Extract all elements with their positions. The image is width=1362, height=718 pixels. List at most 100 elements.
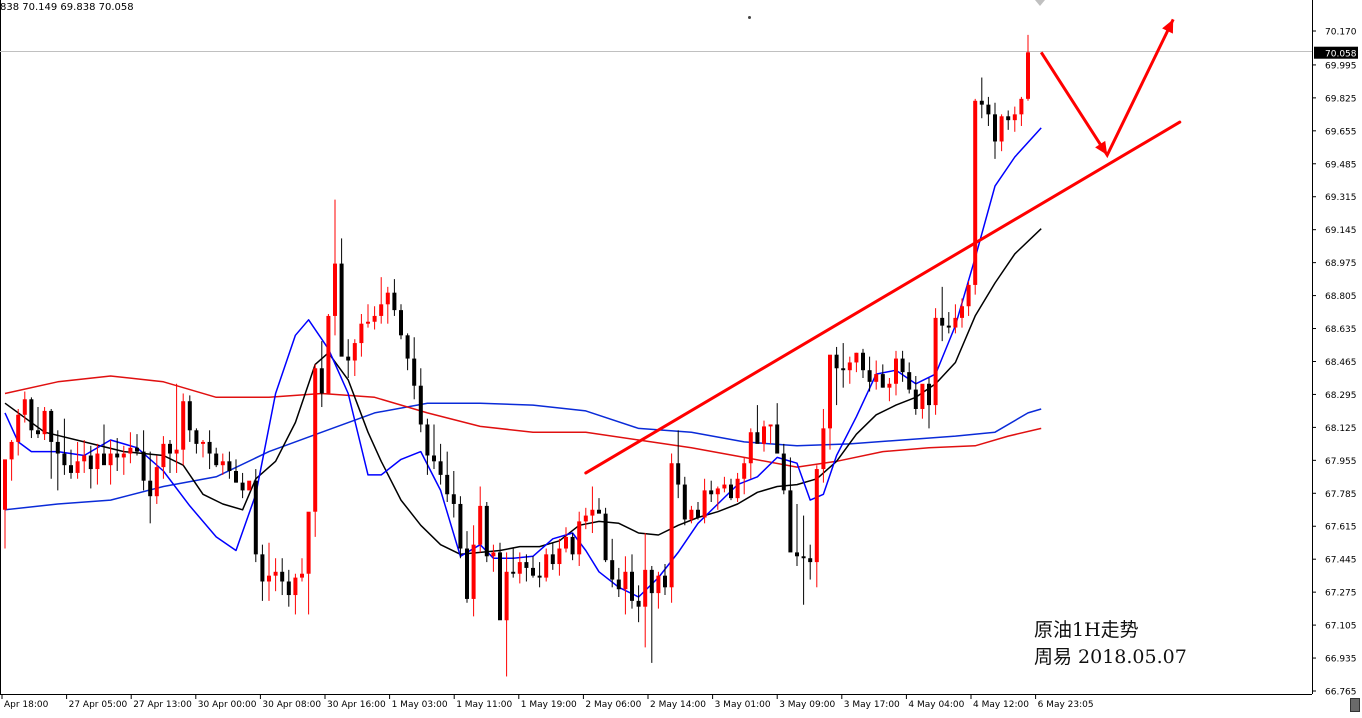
candle-body (498, 552, 502, 621)
candle (768, 424, 773, 444)
candle (359, 313, 364, 357)
candle-body (874, 374, 879, 382)
candle (900, 350, 905, 382)
candle-body (504, 571, 509, 621)
candle (319, 341, 324, 408)
candle (379, 277, 384, 324)
candle-body (722, 484, 727, 489)
candle-body (999, 116, 1004, 142)
candle (788, 457, 793, 553)
candle (861, 348, 865, 378)
candle (399, 304, 403, 340)
candle (1019, 96, 1024, 126)
candle (201, 439, 205, 458)
candle-body (260, 554, 265, 582)
candle-body (128, 447, 133, 454)
candle-body (471, 544, 476, 599)
candle (425, 418, 430, 475)
y-tick-label: 67.105 (1325, 622, 1357, 632)
candle-body (9, 441, 14, 460)
candle-body (729, 484, 733, 499)
candle-body (148, 480, 153, 497)
candle (75, 441, 80, 479)
y-tick-label: 69.315 (1325, 193, 1357, 203)
y-tick-label: 67.445 (1325, 556, 1357, 566)
candle-body (161, 443, 166, 468)
candle (253, 469, 258, 563)
candle (577, 511, 582, 566)
candle-body (1012, 114, 1017, 121)
candle (432, 424, 436, 470)
candle-body (517, 562, 522, 574)
candle (161, 436, 166, 479)
candle (834, 346, 839, 406)
candle-body (755, 432, 760, 444)
shift-marker-icon[interactable] (1035, 0, 1045, 6)
candle (946, 312, 951, 334)
candle (828, 354, 832, 450)
candle-body (570, 536, 575, 555)
y-tick-label: 68.295 (1325, 391, 1357, 401)
candle-body (121, 453, 126, 458)
x-tick-label: 30 Apr 16:00 (327, 700, 386, 710)
candle (986, 96, 991, 126)
candle (115, 438, 120, 471)
candle-body (458, 503, 463, 549)
candle-body (663, 575, 667, 588)
candle-body (36, 430, 40, 435)
y-tick-label: 66.935 (1325, 655, 1357, 665)
candle (293, 573, 298, 615)
candle (564, 527, 568, 553)
support-trendline (584, 120, 1182, 475)
candle-body (867, 370, 872, 382)
candle (29, 397, 34, 439)
scroll-handle[interactable] (1350, 698, 1360, 712)
candle (682, 476, 687, 526)
candle (894, 350, 898, 396)
candle (339, 238, 344, 357)
candle-body (280, 571, 285, 582)
candle-body (194, 430, 199, 444)
candle-body (16, 414, 21, 442)
candle-body (484, 505, 489, 557)
candle (168, 439, 172, 473)
y-tick-label: 68.125 (1325, 424, 1357, 434)
candle (696, 502, 700, 520)
candle (108, 439, 113, 485)
candle-body (379, 304, 384, 316)
candle-body (781, 453, 786, 491)
candle (372, 306, 377, 330)
candle (102, 424, 106, 466)
candle-body (821, 428, 826, 470)
candle (755, 405, 760, 444)
candle-body (854, 352, 859, 363)
candle-body (689, 509, 694, 520)
candle (531, 556, 535, 578)
candle (405, 333, 410, 371)
candle-body (425, 424, 430, 456)
candle (326, 313, 331, 394)
candle (1006, 110, 1011, 130)
candle-body (636, 600, 641, 607)
candle (623, 556, 628, 615)
candle-body (3, 459, 7, 510)
candle-body (42, 410, 47, 435)
candle (62, 418, 67, 475)
current-price-label: 70.058 (1325, 50, 1357, 60)
ma-slow-blue-line (4, 402, 1042, 511)
candle (709, 480, 714, 503)
candle (649, 565, 654, 663)
candle (847, 356, 852, 384)
candle-body (319, 368, 324, 394)
candle-body (82, 455, 87, 462)
x-tick-label: 27 Apr 13:00 (133, 700, 192, 710)
candle (135, 434, 139, 456)
candle (973, 98, 978, 295)
candle-body (894, 358, 898, 384)
candle-body (841, 368, 846, 371)
candle (22, 391, 27, 423)
candle-body (385, 292, 390, 305)
x-tick-label: Apr 18:00 (4, 700, 49, 710)
candle (154, 455, 159, 504)
